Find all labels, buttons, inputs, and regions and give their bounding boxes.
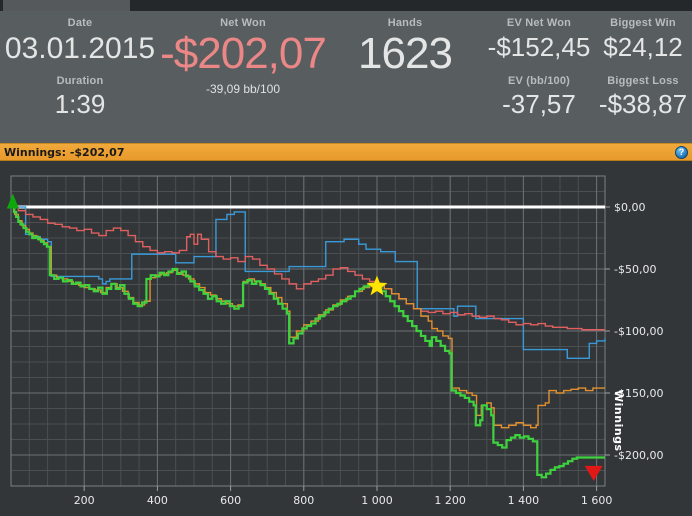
svg-text:400: 400 <box>147 494 168 507</box>
net-won-bb100: -39,09 bb/100 <box>205 82 281 96</box>
biggest-loss-label: Biggest Loss <box>607 75 679 87</box>
ev-net-won-label: EV Net Won <box>506 17 572 29</box>
stat-net-won: Net Won -$202,07 -39,09 bb/100 <box>148 17 338 96</box>
net-won-value: -$202,07 <box>160 29 327 78</box>
svg-text:600: 600 <box>220 494 241 507</box>
y-axis-title: Winnings <box>612 390 625 452</box>
svg-text:$0,00: $0,00 <box>614 201 646 214</box>
stat-date-duration: Date 03.01.2015 Duration 1:39 <box>0 17 160 117</box>
svg-text:-$100,00: -$100,00 <box>614 325 663 338</box>
help-icon[interactable]: ? <box>675 146 688 159</box>
window-tab-strip <box>0 0 692 11</box>
chart-canvas: $0,00 -$50,00 -$100,00 -$150,00 -$200,00 200 4… <box>6 175 663 507</box>
date-label: Date <box>67 17 93 29</box>
svg-text:800: 800 <box>293 494 314 507</box>
stat-ev: EV Net Won -$152,45 EV (bb/100) -37,57 <box>480 17 598 117</box>
net-won-label: Net Won <box>220 17 266 29</box>
svg-text:200: 200 <box>74 494 95 507</box>
stat-hands: Hands 1623 <box>330 17 480 76</box>
svg-text:1 600: 1 600 <box>581 494 613 507</box>
hands-value: 1623 <box>358 29 453 78</box>
biggest-win-value: $24,12 <box>603 32 683 62</box>
svg-text:-$150,00: -$150,00 <box>614 387 663 400</box>
biggest-loss-value: -$38,87 <box>598 89 688 119</box>
active-tab[interactable] <box>3 0 130 11</box>
stats-header: Date 03.01.2015 Duration 1:39 Net Won -$… <box>0 11 692 143</box>
svg-text:-$200,00: -$200,00 <box>614 449 663 462</box>
biggest-win-label: Biggest Win <box>610 17 676 29</box>
ev-bb100-label: EV (bb/100) <box>507 75 571 87</box>
stat-biggest: Biggest Win $24,12 Biggest Loss -$38,87 <box>594 17 692 117</box>
ev-net-won-value: -$152,45 <box>487 32 591 62</box>
chart-title-bar: Winnings: -$202,07 ? <box>0 143 692 161</box>
duration-label: Duration <box>56 75 104 87</box>
ev-bb100-value: -37,57 <box>502 89 576 119</box>
winnings-chart[interactable]: $0,00 -$50,00 -$100,00 -$150,00 -$200,00 200 4… <box>0 161 692 516</box>
hands-label: Hands <box>387 17 423 29</box>
svg-text:1 200: 1 200 <box>434 494 466 507</box>
chart-title: Winnings: -$202,07 <box>4 146 125 159</box>
svg-text:-$50,00: -$50,00 <box>614 263 656 276</box>
date-value: 03.01.2015 <box>4 32 156 65</box>
svg-text:1 400: 1 400 <box>508 494 540 507</box>
duration-value: 1:39 <box>54 89 106 119</box>
svg-text:1 000: 1 000 <box>361 494 393 507</box>
